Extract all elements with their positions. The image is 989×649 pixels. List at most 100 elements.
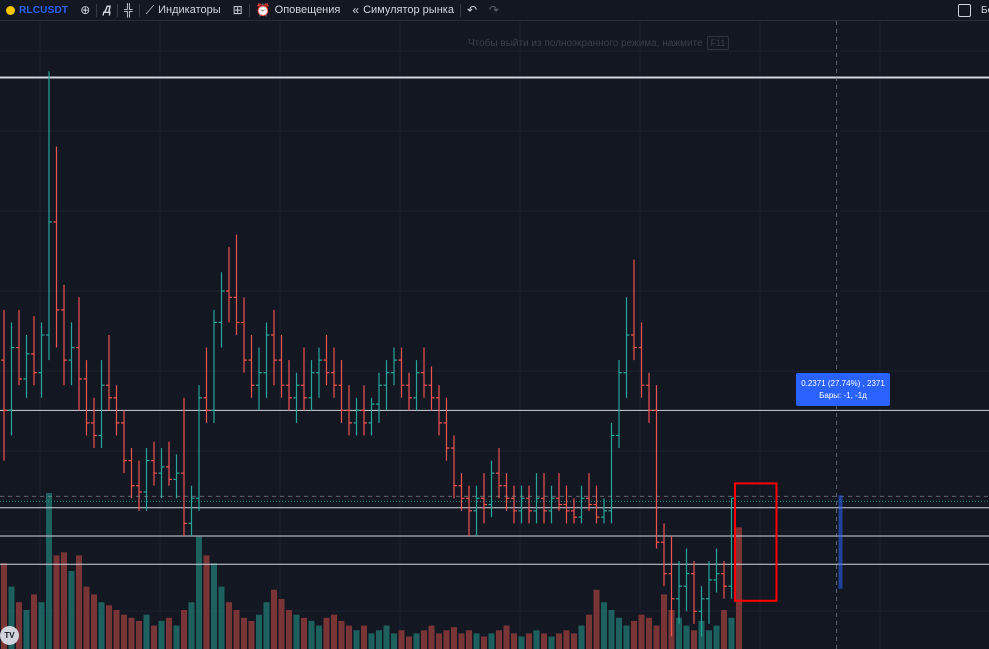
timeframe-button[interactable]: Д [97, 0, 117, 21]
volume-bar [316, 625, 322, 649]
ohlc-bar [398, 347, 405, 398]
volume-bar [458, 633, 465, 649]
ohlc-bar [586, 473, 592, 511]
fullscreen-hint-key: F11 [706, 36, 730, 50]
volume-bar [563, 630, 570, 649]
volume-bar [443, 630, 450, 649]
ohlc-bar [421, 347, 427, 398]
indicators-button[interactable]: ⟋ Индикаторы [140, 0, 227, 21]
toolbar-divider [248, 3, 250, 17]
ohlc-bar [496, 448, 502, 499]
ohlc-bar [38, 322, 45, 398]
replay-label: Симулятор рынка [363, 4, 454, 16]
volume-bar [158, 620, 165, 649]
ohlc-bar [376, 372, 382, 423]
ohlc-bar [668, 535, 675, 637]
symbol-search-button[interactable]: RLCUSDT [0, 0, 74, 21]
volume-bar [61, 552, 67, 649]
ohlc-bar [271, 309, 277, 386]
ohlc-bar [503, 473, 510, 511]
volume-bar [608, 610, 615, 649]
volume-bar [533, 630, 540, 649]
volume-bar [578, 625, 585, 649]
ohlc-bar [23, 335, 30, 398]
volume-bar [713, 625, 720, 649]
ohlc-bar [488, 460, 495, 518]
layout-grid-icon: ⊞ [232, 3, 243, 17]
volume-bar [218, 586, 225, 649]
ohlc-bar [368, 397, 375, 436]
layout-button[interactable]: ⊞ [227, 0, 249, 21]
fullscreen-hint: Чтобы выйти из полноэкранного режима, на… [468, 36, 730, 50]
fullscreen-checkbox[interactable] [958, 4, 971, 17]
volume-bar [638, 614, 645, 649]
ohlc-bar [391, 347, 397, 386]
ohlc-bar [196, 385, 202, 511]
chart-type-button[interactable]: ╬ [118, 0, 139, 21]
replay-button[interactable]: « Симулятор рынка [346, 0, 460, 21]
ohlc-bar [511, 485, 517, 524]
toolbar-divider [96, 3, 98, 17]
ohlc-bar [98, 360, 105, 449]
ohlc-bar [53, 146, 60, 348]
ohlc-bar [646, 372, 652, 423]
horizontal-levels[interactable] [0, 76, 989, 565]
ohlc-bar [248, 335, 255, 398]
redo-button[interactable]: ↷ [483, 0, 505, 21]
fullscreen-hint-text: Чтобы выйти из полноэкранного режима, на… [468, 37, 703, 49]
annotation-box [734, 482, 778, 602]
tradingview-logo[interactable]: TV [0, 626, 19, 645]
price-chart[interactable] [0, 21, 989, 649]
ohlc-bar [563, 485, 570, 524]
ohlc-bar [113, 385, 120, 436]
ohlc-bar [31, 316, 37, 386]
volume-bar [196, 536, 202, 649]
volume-bar [683, 625, 690, 649]
ohlc-bar [316, 347, 322, 398]
volume-bar [203, 555, 210, 649]
ohlc-bar [308, 360, 315, 411]
ohlc-bar [473, 485, 480, 536]
volume-bar [398, 630, 405, 649]
volume-bar [466, 630, 472, 649]
volume-bar [488, 633, 495, 649]
ohlc-bar [1, 309, 7, 461]
ohlc-bar [218, 272, 225, 348]
volume-bar [263, 602, 270, 649]
volume-bar [31, 594, 37, 649]
ohlc-bar [683, 548, 690, 612]
ohlc-bar [293, 372, 300, 423]
toolbar-right-label: Бе [981, 5, 989, 16]
measure-range [838, 495, 843, 589]
volume-bar [548, 636, 555, 649]
volume-bar [301, 617, 307, 649]
volume-bar [181, 610, 187, 649]
volume-bar [676, 617, 682, 649]
ohlc-bar [121, 410, 127, 474]
ohlc-bar [173, 454, 180, 499]
volume-bar [586, 614, 592, 649]
volume-bar [23, 610, 30, 649]
ohlc-bar [241, 297, 247, 373]
volume-bar [91, 594, 97, 649]
ohlc-bar [638, 322, 645, 398]
volume-bar [541, 633, 547, 649]
ohlc-bar [136, 460, 142, 511]
ohlc-bar [676, 561, 682, 624]
volume-bar [646, 617, 652, 649]
volume-bar [128, 617, 135, 649]
volume-bar [376, 630, 382, 649]
measure-tooltip: 0.2371 (27.74%) , 2371 Бары: -1, -1д [796, 373, 890, 406]
volume-bar [556, 633, 562, 649]
symbol-logo-icon [6, 5, 15, 15]
volume-bar [256, 614, 262, 649]
ohlc-bar [76, 297, 82, 411]
ohlc-bar [278, 335, 285, 398]
volume-bar [308, 620, 315, 649]
volume-bar [16, 602, 22, 649]
compare-symbol-button[interactable]: ⊕ [74, 0, 96, 21]
alerts-button[interactable]: ⏰ Оповещения [250, 0, 347, 21]
undo-button[interactable]: ↶ [461, 0, 483, 21]
volume-bar [98, 602, 105, 649]
ohlc-bar [46, 71, 52, 361]
